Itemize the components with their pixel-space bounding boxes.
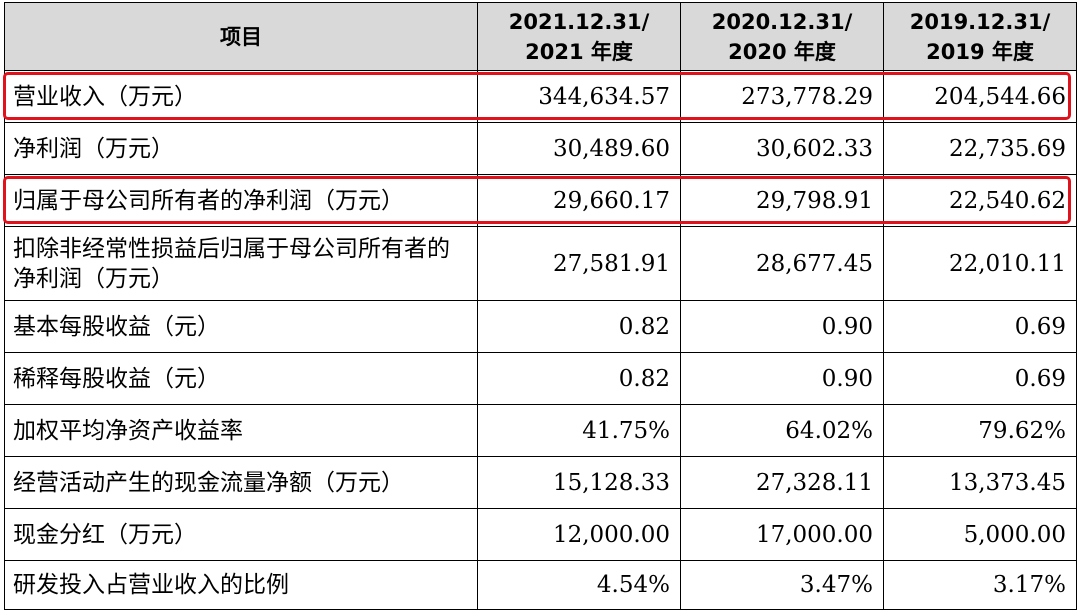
header-period-label: 2020 年度 xyxy=(728,39,836,64)
table-row: 归属于母公司所有者的净利润（万元） 29,660.17 29,798.91 22… xyxy=(4,174,1077,227)
row-label: 净利润（万元） xyxy=(4,122,478,175)
row-label: 基本每股收益（元） xyxy=(4,300,478,353)
row-value-2020: 30,602.33 xyxy=(680,122,884,175)
row-value-2021: 0.82 xyxy=(477,352,681,405)
row-value-2020: 28,677.45 xyxy=(680,226,884,301)
table-row: 研发投入占营业收入的比例 4.54% 3.47% 3.17% xyxy=(4,560,1077,610)
row-value-2021: 41.75% xyxy=(477,404,681,457)
row-value-2019: 79.62% xyxy=(883,404,1077,457)
row-value-2019: 204,544.66 xyxy=(883,70,1077,123)
row-value-2021: 12,000.00 xyxy=(477,508,681,561)
row-label: 稀释每股收益（元） xyxy=(4,352,478,405)
table-row: 扣除非经常性损益后归属于母公司所有者的净利润（万元） 27,581.91 28,… xyxy=(4,226,1077,301)
row-value-2020: 0.90 xyxy=(680,300,884,353)
row-value-2021: 344,634.57 xyxy=(477,70,681,123)
header-period-date: 2019.12.31/ xyxy=(909,9,1051,34)
row-value-2021: 0.82 xyxy=(477,300,681,353)
row-value-2020: 273,778.29 xyxy=(680,70,884,123)
header-period-date: 2021.12.31/ xyxy=(508,9,650,34)
row-value-2020: 27,328.11 xyxy=(680,456,884,509)
row-value-2019: 22,540.62 xyxy=(883,174,1077,227)
row-value-2020: 3.47% xyxy=(680,560,884,610)
table-row: 净利润（万元） 30,489.60 30,602.33 22,735.69 xyxy=(4,122,1077,175)
row-value-2019: 0.69 xyxy=(883,352,1077,405)
table-row: 加权平均净资产收益率 41.75% 64.02% 79.62% xyxy=(4,404,1077,457)
row-value-2020: 29,798.91 xyxy=(680,174,884,227)
table-row: 稀释每股收益（元） 0.82 0.90 0.69 xyxy=(4,352,1077,405)
financial-summary-table: 项目 2021.12.31/ 2021 年度 2020.12.31/ 2020 … xyxy=(4,2,1077,610)
row-value-2020: 17,000.00 xyxy=(680,508,884,561)
row-value-2021: 27,581.91 xyxy=(477,226,681,301)
row-label: 扣除非经常性损益后归属于母公司所有者的净利润（万元） xyxy=(4,226,478,301)
table-row: 现金分红（万元） 12,000.00 17,000.00 5,000.00 xyxy=(4,508,1077,561)
header-period-label: 2019 年度 xyxy=(926,39,1034,64)
row-value-2019: 5,000.00 xyxy=(883,508,1077,561)
row-value-2020: 0.90 xyxy=(680,352,884,405)
table-row: 营业收入（万元） 344,634.57 273,778.29 204,544.6… xyxy=(4,70,1077,123)
row-label: 归属于母公司所有者的净利润（万元） xyxy=(4,174,478,227)
row-value-2021: 15,128.33 xyxy=(477,456,681,509)
row-value-2021: 30,489.60 xyxy=(477,122,681,175)
row-value-2020: 64.02% xyxy=(680,404,884,457)
row-value-2021: 29,660.17 xyxy=(477,174,681,227)
row-label: 经营活动产生的现金流量净额（万元） xyxy=(4,456,478,509)
row-value-2019: 3.17% xyxy=(883,560,1077,610)
table-row: 基本每股收益（元） 0.82 0.90 0.69 xyxy=(4,300,1077,353)
header-row: 项目 2021.12.31/ 2021 年度 2020.12.31/ 2020 … xyxy=(4,2,1077,71)
header-period-2020: 2020.12.31/ 2020 年度 xyxy=(680,2,884,71)
row-label: 研发投入占营业收入的比例 xyxy=(4,560,478,610)
row-label: 营业收入（万元） xyxy=(4,70,478,123)
table-row: 经营活动产生的现金流量净额（万元） 15,128.33 27,328.11 13… xyxy=(4,456,1077,509)
row-value-2019: 0.69 xyxy=(883,300,1077,353)
header-period-date: 2020.12.31/ xyxy=(711,9,853,34)
row-value-2019: 22,010.11 xyxy=(883,226,1077,301)
row-value-2019: 13,373.45 xyxy=(883,456,1077,509)
header-period-2019: 2019.12.31/ 2019 年度 xyxy=(883,2,1077,71)
header-period-2021: 2021.12.31/ 2021 年度 xyxy=(477,2,681,71)
header-item: 项目 xyxy=(4,2,478,71)
row-label: 加权平均净资产收益率 xyxy=(4,404,478,457)
row-value-2021: 4.54% xyxy=(477,560,681,610)
header-period-label: 2021 年度 xyxy=(525,39,633,64)
row-label: 现金分红（万元） xyxy=(4,508,478,561)
row-value-2019: 22,735.69 xyxy=(883,122,1077,175)
